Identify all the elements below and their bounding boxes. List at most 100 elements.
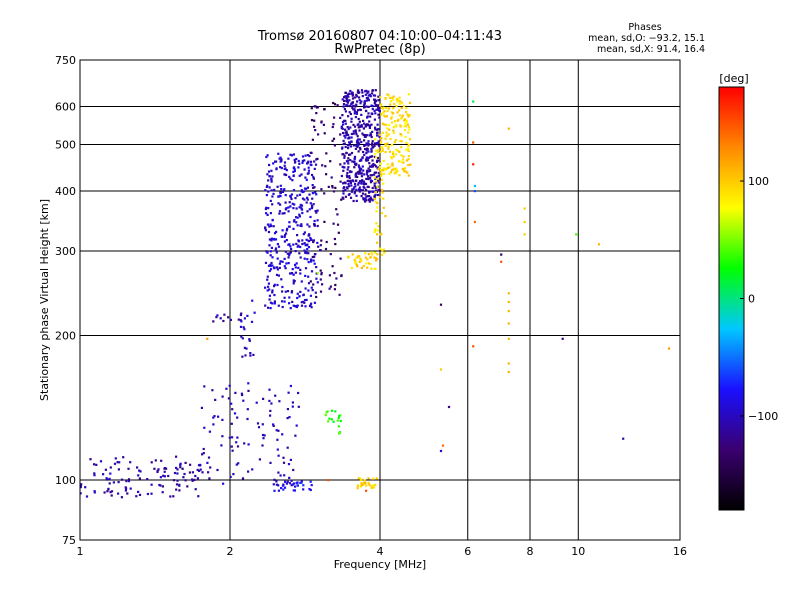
data-point [299, 256, 302, 259]
data-point [367, 99, 370, 102]
data-point [396, 100, 399, 103]
data-point [376, 142, 379, 145]
data-point [316, 281, 319, 284]
data-point [367, 185, 370, 189]
data-point [126, 492, 129, 495]
data-point [261, 423, 264, 426]
data-point [363, 135, 366, 138]
data-point [359, 478, 362, 482]
data-point [365, 149, 368, 152]
colorbar-label: [deg] [719, 72, 748, 85]
data-point [300, 189, 303, 192]
data-point [384, 97, 387, 100]
data-point [270, 402, 273, 405]
data-point [299, 245, 302, 249]
data-point [79, 486, 82, 489]
data-point [290, 247, 293, 251]
data-point [202, 452, 205, 455]
data-point [315, 266, 318, 269]
data-point [279, 260, 282, 263]
data-point [351, 91, 354, 94]
data-point [397, 160, 400, 163]
data-point [342, 123, 345, 126]
data-point [365, 195, 368, 198]
data-point [294, 485, 297, 488]
data-point [398, 102, 401, 105]
data-point [336, 104, 339, 107]
data-point [321, 164, 324, 167]
data-point [375, 149, 378, 152]
data-point [305, 178, 308, 181]
data-point [343, 186, 346, 189]
data-point [287, 256, 290, 259]
data-point [264, 227, 267, 230]
data-point [350, 266, 353, 269]
data-point [403, 104, 406, 107]
data-point [351, 101, 354, 104]
data-point [365, 89, 368, 92]
data-point [363, 153, 366, 156]
data-point [317, 245, 320, 248]
x-tick-label: 16 [673, 545, 687, 558]
data-point [373, 197, 376, 200]
data-point [285, 262, 288, 265]
y-axis-label: Stationary phase Virtual Height [km] [38, 199, 51, 401]
data-point [346, 171, 349, 175]
data-point [279, 160, 282, 163]
data-point [229, 475, 232, 478]
data-point [287, 463, 291, 466]
data-point [312, 203, 315, 206]
data-point [296, 245, 299, 248]
data-point [230, 422, 233, 425]
data-point [378, 181, 381, 184]
data-point [337, 416, 340, 420]
data-point [283, 173, 286, 176]
data-point [206, 461, 209, 464]
data-point [281, 212, 284, 215]
data-point [364, 90, 367, 93]
data-point [363, 144, 366, 147]
data-point [342, 192, 345, 195]
data-point [370, 267, 373, 270]
data-point [349, 196, 353, 199]
data-point [304, 274, 307, 277]
data-point [282, 456, 285, 459]
data-point [373, 182, 376, 185]
data-point [342, 142, 345, 146]
data-point [405, 119, 408, 122]
data-point [407, 164, 410, 167]
data-point [243, 317, 246, 320]
data-point [348, 92, 351, 95]
data-point [252, 353, 255, 356]
data-point [248, 338, 251, 341]
data-point [288, 296, 291, 299]
data-point [348, 175, 351, 178]
data-point [358, 186, 361, 189]
data-point [294, 250, 297, 253]
data-point [269, 307, 272, 310]
data-point [333, 103, 337, 106]
data-point [330, 418, 333, 421]
data-point [274, 238, 278, 241]
data-point [258, 458, 261, 461]
data-point [345, 130, 348, 133]
data-point [146, 478, 149, 481]
data-point [332, 222, 335, 225]
data-point [399, 139, 402, 143]
data-point [367, 477, 370, 480]
data-point [328, 274, 331, 277]
data-point [114, 457, 117, 460]
data-point [317, 133, 320, 136]
data-point [370, 104, 373, 107]
data-point [251, 299, 254, 302]
data-point [367, 175, 370, 178]
data-point [201, 471, 204, 474]
data-point [136, 466, 139, 469]
data-point [575, 233, 578, 236]
data-point [276, 257, 279, 260]
data-point [339, 163, 342, 166]
data-point [374, 267, 377, 270]
data-point [108, 477, 111, 480]
data-point [366, 159, 370, 162]
data-point [370, 165, 373, 168]
